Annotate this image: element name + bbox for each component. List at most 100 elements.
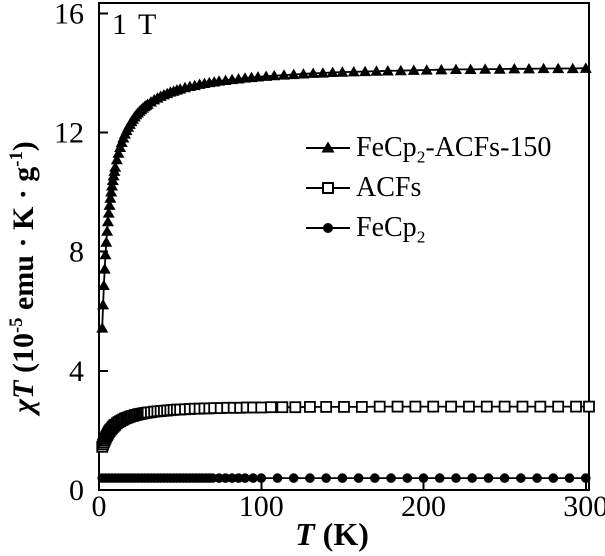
series-fecp2 bbox=[97, 473, 591, 483]
x-tick-label: 300 bbox=[563, 490, 605, 523]
legend-label: ACFs bbox=[356, 172, 422, 203]
series-fecp2-acfs-150 bbox=[96, 62, 592, 333]
y-axis-label: χT (10-5 emu · K · g-1) bbox=[6, 141, 40, 413]
plot-frame bbox=[98, 2, 590, 491]
data-point-circle bbox=[240, 473, 250, 483]
data-point-circle bbox=[532, 473, 542, 483]
legend-item-fecp2: FeCp2 bbox=[305, 208, 551, 248]
data-point-circle bbox=[434, 473, 445, 483]
data-point-triangle bbox=[110, 153, 123, 165]
data-point-circle bbox=[580, 473, 591, 483]
data-point-square bbox=[552, 400, 565, 413]
data-point-circle bbox=[451, 473, 461, 483]
data-point-triangle bbox=[307, 67, 320, 78]
data-point-triangle bbox=[537, 62, 550, 74]
data-point-triangle bbox=[105, 180, 118, 191]
data-point-triangle bbox=[112, 147, 125, 158]
data-point-triangle bbox=[268, 69, 281, 81]
data-point-triangle bbox=[359, 65, 372, 77]
data-point-triangle bbox=[449, 63, 462, 75]
data-point-square bbox=[320, 400, 333, 413]
x-axis-label: T (K) bbox=[295, 516, 369, 552]
data-point-square bbox=[409, 400, 422, 413]
data-point-triangle bbox=[435, 63, 448, 75]
data-point-triangle bbox=[407, 64, 420, 75]
data-point-square bbox=[534, 400, 547, 413]
y-tick-label: 16 bbox=[54, 0, 84, 30]
data-point-triangle bbox=[105, 186, 118, 197]
legend-item-fecp2-acfs-150: FeCp2-ACFs-150 bbox=[305, 128, 551, 168]
data-point-square bbox=[304, 400, 316, 413]
data-point-triangle bbox=[287, 68, 300, 80]
data-point-square bbox=[255, 401, 268, 414]
data-point-square bbox=[570, 400, 582, 413]
data-point-square bbox=[427, 400, 440, 413]
y-tick-label: 0 bbox=[69, 474, 84, 507]
data-point-triangle bbox=[97, 279, 110, 290]
data-point-triangle bbox=[464, 63, 477, 75]
legend-marker-square-icon bbox=[306, 182, 350, 194]
data-point-circle bbox=[467, 473, 477, 483]
data-point-triangle bbox=[326, 66, 339, 78]
legend-label: FeCp2 bbox=[356, 212, 426, 247]
data-point-triangle bbox=[522, 63, 535, 74]
data-point-circle bbox=[305, 473, 315, 483]
data-point-circle bbox=[370, 473, 380, 483]
data-point-circle bbox=[418, 473, 429, 483]
data-point-circle bbox=[353, 473, 364, 483]
data-point-triangle bbox=[336, 66, 349, 77]
data-point-triangle bbox=[102, 207, 115, 218]
data-point-triangle bbox=[100, 236, 113, 247]
data-point-triangle bbox=[297, 68, 310, 79]
data-point-triangle bbox=[103, 199, 116, 210]
y-tick-label: 12 bbox=[54, 117, 84, 150]
data-point-circle bbox=[256, 473, 267, 483]
data-point-square bbox=[516, 400, 529, 413]
y-tick-label: 4 bbox=[69, 355, 84, 388]
data-point-square bbox=[463, 400, 475, 413]
data-point-circle bbox=[337, 473, 348, 483]
data-point-triangle bbox=[394, 64, 407, 76]
data-point-triangle bbox=[479, 63, 492, 74]
data-point-square bbox=[373, 400, 386, 413]
data-point-circle bbox=[248, 473, 258, 483]
data-point-triangle bbox=[552, 62, 565, 74]
data-point-triangle bbox=[316, 67, 329, 78]
x-tick-label: 0 bbox=[92, 490, 107, 523]
field-annotation: 1 T bbox=[112, 8, 159, 41]
data-point-triangle bbox=[370, 65, 383, 76]
data-point-square bbox=[445, 400, 457, 413]
data-point-triangle bbox=[493, 63, 506, 74]
series-acfs bbox=[96, 400, 595, 453]
data-point-circle bbox=[386, 473, 396, 483]
data-point-square bbox=[338, 400, 350, 413]
data-point-triangle bbox=[109, 161, 122, 172]
data-point-triangle bbox=[347, 66, 360, 77]
data-point-triangle bbox=[566, 62, 579, 74]
legend-item-acfs: ACFs bbox=[305, 168, 551, 208]
data-point-circle bbox=[483, 473, 494, 483]
data-point-square bbox=[289, 401, 302, 414]
legend-marker-circle-icon bbox=[306, 223, 350, 233]
data-point-circle bbox=[272, 473, 283, 483]
legend-label: FeCp2-ACFs-150 bbox=[356, 132, 552, 167]
data-point-triangle bbox=[260, 70, 273, 81]
data-point-circle bbox=[321, 473, 331, 483]
x-tick-label: 200 bbox=[401, 490, 446, 523]
data-point-square bbox=[480, 400, 493, 413]
data-point-triangle bbox=[381, 65, 394, 76]
data-point-triangle bbox=[96, 322, 109, 333]
data-point-triangle bbox=[252, 71, 265, 82]
data-point-triangle bbox=[97, 298, 110, 310]
data-point-circle bbox=[516, 473, 526, 483]
data-point-triangle bbox=[277, 69, 290, 80]
data-point-square bbox=[583, 400, 595, 413]
data-point-square bbox=[265, 401, 277, 414]
data-point-triangle bbox=[508, 63, 521, 74]
data-point-triangle bbox=[101, 215, 114, 227]
data-point-triangle bbox=[101, 225, 114, 236]
data-point-circle bbox=[402, 473, 413, 483]
data-point-triangle bbox=[420, 64, 433, 75]
data-point-square bbox=[276, 401, 289, 414]
